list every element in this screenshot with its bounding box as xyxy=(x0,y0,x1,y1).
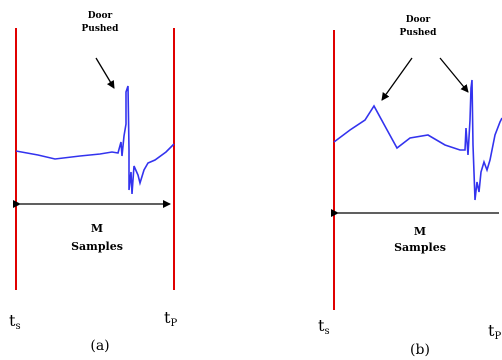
panel-b-t-start-label: ts xyxy=(318,316,330,337)
panel-b: Door Pushed M Samples ts tP (b) xyxy=(318,15,502,358)
panel-a-annotation-arrow xyxy=(95,57,115,89)
panel-a-t-end-label: tP xyxy=(164,308,177,329)
panel-b-annotation-arrow-right xyxy=(439,57,469,93)
panel-b-annotation-arrow-left xyxy=(381,57,413,101)
panel-a-signal-trace xyxy=(15,85,175,195)
panel-a-annotation-line2: Pushed xyxy=(82,24,120,34)
panel-b-annotation-line1: Door xyxy=(406,15,431,25)
panel-b-signal-trace xyxy=(333,79,502,201)
panel-a-t-start-label: ts xyxy=(9,311,21,332)
panel-a-annotation-line1: Door xyxy=(88,11,113,21)
panel-b-span-label-line1: M xyxy=(414,225,426,238)
panel-a-span-label-line1: M xyxy=(91,222,103,235)
panel-b-caption: (b) xyxy=(410,342,430,358)
panel-a: Door Pushed M Samples ts tP (a) xyxy=(9,11,177,354)
panel-b-annotation-line2: Pushed xyxy=(400,28,438,38)
panel-b-span-label-line2: Samples xyxy=(394,241,446,254)
panel-a-span-label-line2: Samples xyxy=(71,240,123,253)
panel-b-t-end-label: tP xyxy=(488,321,501,342)
panel-a-caption: (a) xyxy=(90,338,109,354)
